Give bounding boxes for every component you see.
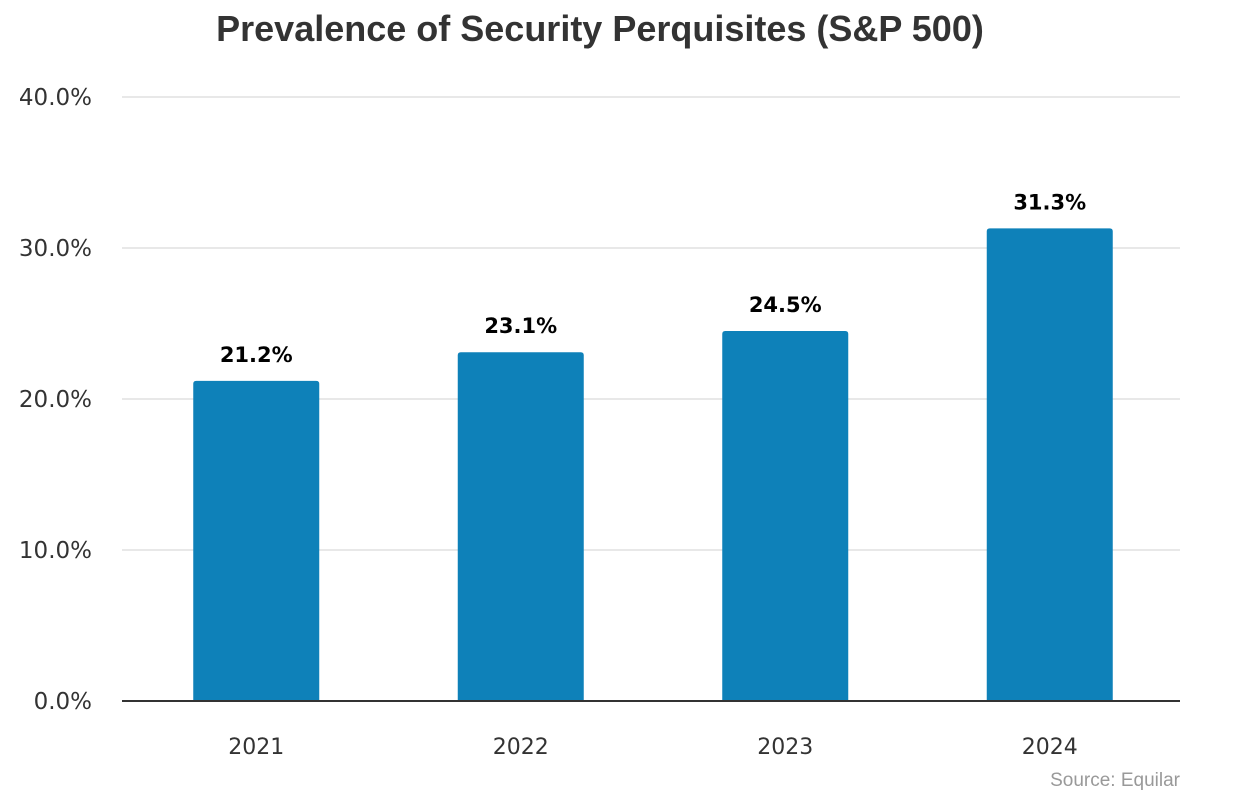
y-tick-label: 20.0% — [19, 387, 92, 413]
y-tick-label: 10.0% — [19, 538, 92, 564]
data-label: 23.1% — [484, 314, 557, 338]
x-tick-label: 2023 — [757, 735, 813, 760]
data-label: 31.3% — [1013, 190, 1086, 214]
bar — [457, 352, 584, 701]
bar — [986, 228, 1113, 701]
y-tick-label: 40.0% — [19, 85, 92, 111]
y-tick-label: 30.0% — [19, 236, 92, 262]
y-tick-label: 0.0% — [34, 689, 92, 715]
data-label: 24.5% — [749, 293, 822, 317]
x-tick-label: 2024 — [1022, 735, 1078, 760]
x-tick-label: 2021 — [228, 735, 284, 760]
bar — [722, 331, 849, 701]
source-note: Source: Equilar — [1050, 770, 1180, 791]
data-label: 21.2% — [220, 343, 293, 367]
bar — [193, 380, 320, 701]
chart-title: Prevalence of Security Perquisites (S&P … — [216, 8, 984, 49]
x-tick-label: 2022 — [493, 735, 549, 760]
